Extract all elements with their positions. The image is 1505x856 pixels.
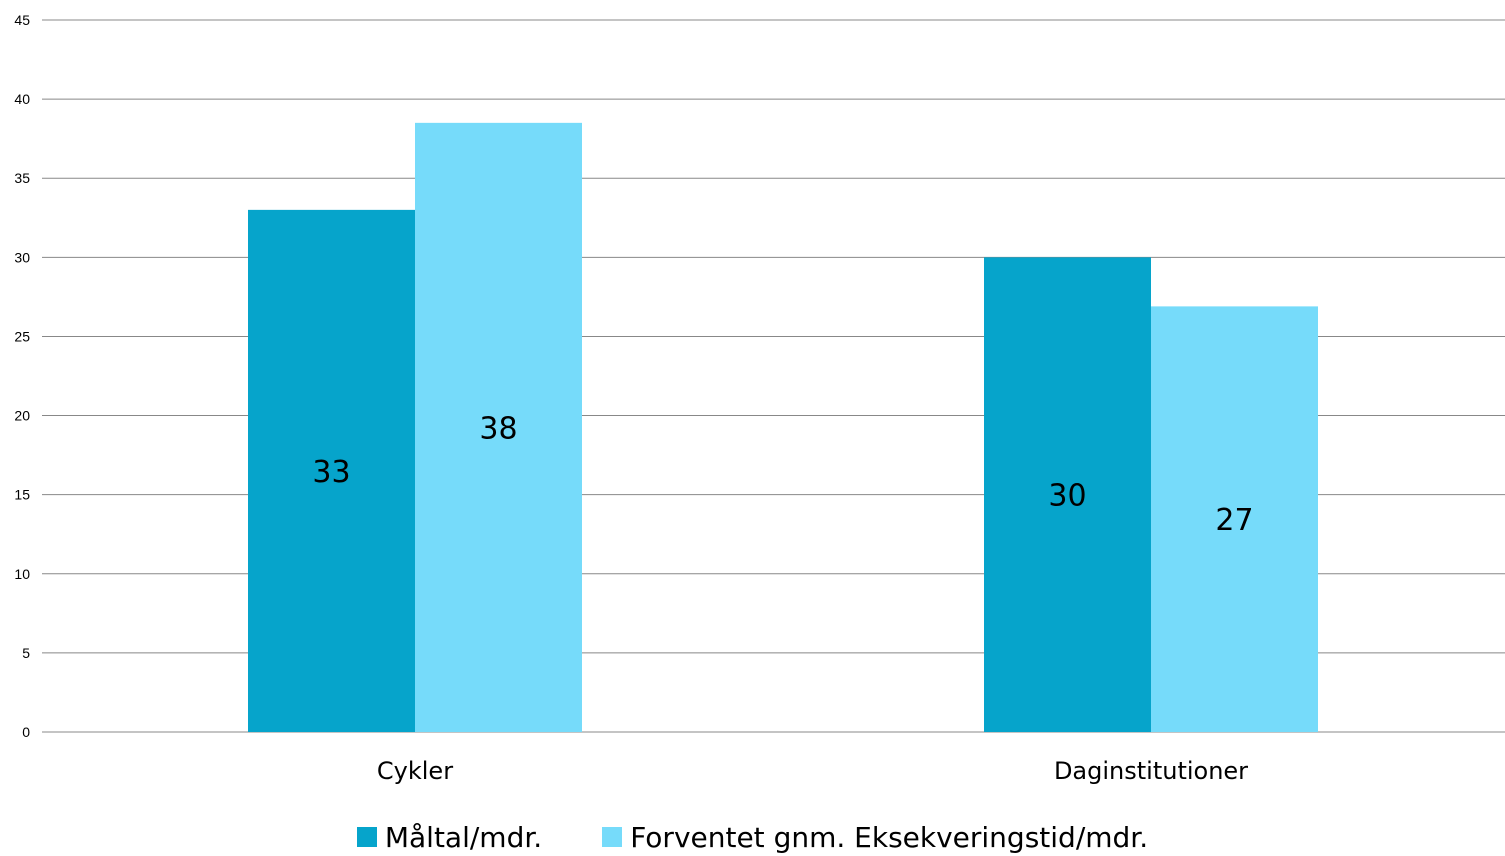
y-tick-label: 0 [22,724,30,740]
y-tick-label: 40 [14,91,30,107]
bar [415,122,582,733]
legend-swatch-maltal [356,827,377,847]
bar-value-label: 33 [312,455,350,490]
bar [1151,306,1318,732]
y-tick-label: 5 [22,645,30,661]
y-tick-label: 30 [14,249,30,265]
bar-data-labels: 33 38 30 27 [312,411,1253,538]
y-tick-label: 35 [14,170,30,186]
y-tick-label: 45 [14,12,30,28]
x-axis-category-labels: Cykler Daginstitutioner [377,757,1248,785]
y-tick-label: 20 [14,408,30,424]
bar [248,209,415,732]
legend-label-maltal: Måltal/mdr. [384,820,543,854]
y-axis-tick-labels: 0 5 10 15 20 25 30 35 40 45 [14,12,30,740]
x-category-label: Cykler [377,757,453,785]
legend-item-forventet: Forventet gnm. Eksekveringstid/mdr. [602,821,1148,854]
bar-value-label: 27 [1215,503,1253,538]
bars [248,122,1318,733]
y-tick-label: 25 [14,328,30,344]
legend-swatch-forventet [602,827,623,847]
legend: Måltal/mdr. Forventet gnm. Eksekveringst… [0,818,1505,856]
y-tick-label: 15 [14,487,30,503]
bar-value-label: 30 [1048,479,1086,514]
y-tick-label: 10 [14,566,30,582]
x-category-label: Daginstitutioner [1054,757,1248,785]
bar [984,257,1151,732]
legend-label-forventet: Forventet gnm. Eksekveringstid/mdr. [630,820,1149,854]
bar-value-label: 38 [479,411,517,446]
legend-item-maltal: Måltal/mdr. [356,820,543,854]
bar-chart: 0 5 10 15 20 25 30 35 40 45 33 38 30 27 Cykler Dagins… [14,12,1505,785]
